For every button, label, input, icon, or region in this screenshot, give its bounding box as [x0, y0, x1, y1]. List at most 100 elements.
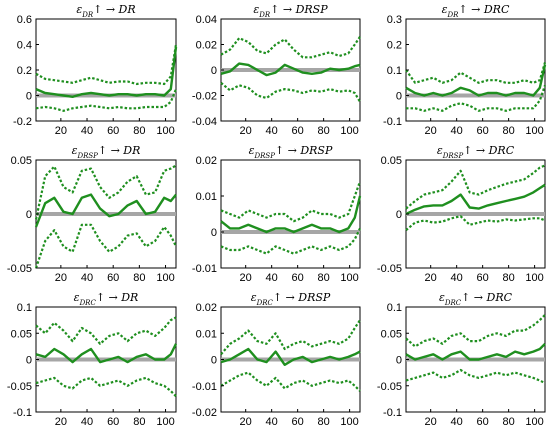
x-tick-label: 80 — [133, 416, 145, 428]
x-tick-label: 100 — [156, 272, 174, 284]
x-tick-label: 20 — [55, 416, 67, 428]
x-tick-label: 80 — [133, 272, 145, 284]
y-tick-label: 0.05 — [11, 155, 32, 167]
lower-band-line — [35, 88, 178, 112]
upper-band-line — [220, 181, 362, 223]
y-tick-label: 0 — [396, 355, 402, 367]
x-tick-label: 100 — [525, 125, 543, 137]
panel-4: 20 40 60 80 100 -0.05 0 0.05 εDRSP↑ → DR — [7, 144, 177, 284]
x-tick-label: 100 — [340, 272, 358, 284]
x-tick-label: 80 — [503, 125, 515, 137]
upper-band-line — [405, 164, 546, 210]
median-response-line — [405, 64, 547, 97]
plot-frame — [35, 18, 177, 122]
y-tick-label: 0 — [396, 209, 402, 221]
x-tick-label: 20 — [425, 125, 437, 137]
y-tick-label: 0.1 — [387, 65, 402, 77]
y-tick-label: 0 — [26, 355, 32, 367]
median-response-line — [220, 347, 361, 366]
y-tick-label: -0.05 — [377, 381, 402, 393]
plot-frame — [220, 159, 361, 269]
x-tick-label: 60 — [477, 272, 489, 284]
upper-band-line — [405, 62, 547, 84]
x-tick-label: 60 — [477, 125, 489, 137]
lower-band-line — [35, 376, 177, 398]
y-tick-label: 0.04 — [196, 14, 217, 26]
x-tick-label: 60 — [107, 416, 119, 428]
median-response-line — [35, 343, 178, 364]
x-tick-label: 40 — [81, 416, 93, 428]
y-tick-label: 0.2 — [17, 65, 32, 77]
y-tick-label: -0.1 — [383, 116, 402, 128]
y-tick-label: 0.3 — [387, 14, 402, 26]
plot-frame — [405, 18, 546, 122]
x-tick-label: 60 — [107, 125, 119, 137]
x-tick-label: 40 — [266, 125, 278, 137]
lower-band-line — [405, 368, 546, 385]
y-tick-label: 0.02 — [196, 40, 217, 52]
x-tick-label: 60 — [292, 125, 304, 137]
y-tick-label: 0.6 — [17, 14, 32, 26]
x-tick-label: 80 — [318, 416, 330, 428]
lower-band-line — [220, 227, 361, 255]
lower-band-line — [406, 84, 547, 112]
panel-title: εDRSP↑ → DRSP — [249, 144, 333, 160]
upper-band-line — [34, 164, 177, 220]
x-tick-label: 100 — [156, 416, 174, 428]
x-tick-label: 20 — [55, 125, 67, 137]
y-tick-label: 0 — [26, 209, 32, 221]
panel-title: εDR↑ → DRC — [442, 3, 510, 19]
upper-band-line — [405, 314, 546, 348]
y-tick-label: -0.02 — [192, 91, 217, 103]
x-tick-label: 40 — [81, 125, 93, 137]
x-tick-label: 40 — [266, 272, 278, 284]
x-tick-label: 60 — [477, 416, 489, 428]
panel-8: 20 40 60 80 100 -0.02 -0.01 0 0.01 0.02 εDRC↑ → DR… — [192, 291, 361, 428]
y-tick-label: 0 — [211, 227, 217, 239]
y-tick-label: 0.01 — [196, 328, 217, 340]
y-tick-label: 0.05 — [381, 155, 402, 167]
panel-7: 20 40 60 80 100 -0.1 -0.05 0 0.05 0.1 εDRC↑ → DR — [7, 291, 178, 428]
x-tick-label: 80 — [503, 416, 515, 428]
panel-title: εDRC↑ → DRC — [439, 291, 513, 307]
x-tick-label: 80 — [318, 125, 330, 137]
y-tick-label: -0.01 — [192, 381, 217, 393]
y-tick-label: -0.05 — [7, 381, 32, 393]
x-tick-label: 40 — [451, 272, 463, 284]
y-tick-label: 0.05 — [11, 328, 32, 340]
panel-title: εDR↑ → DR — [76, 3, 135, 19]
y-tick-label: 0 — [211, 65, 217, 77]
panel-title: εDRC↑ → DR — [74, 291, 139, 307]
median-response-line — [405, 342, 546, 361]
panel-6: 20 40 60 80 100 -0.05 0 0.05 εDRSP↑ → DRC — [377, 144, 546, 284]
y-tick-label: -0.05 — [7, 263, 32, 275]
panel-title: εDRSP↑ → DRC — [437, 144, 515, 160]
x-tick-label: 100 — [340, 416, 358, 428]
median-response-line — [220, 62, 361, 77]
panel-title: εDR↑ → DRSP — [253, 3, 328, 19]
panel-2: 20 40 60 80 100 -0.04 -0.02 0 0.02 0.04 εDR↑ → DRS… — [192, 3, 361, 137]
x-tick-label: 100 — [525, 416, 543, 428]
x-tick-label: 20 — [425, 272, 437, 284]
y-tick-label: -0.04 — [192, 116, 217, 128]
lower-band-line — [220, 371, 361, 392]
y-tick-label: 0.05 — [381, 328, 402, 340]
x-tick-label: 80 — [503, 272, 515, 284]
x-tick-label: 80 — [133, 125, 145, 137]
y-tick-label: -0.02 — [192, 407, 217, 419]
y-tick-label: -0.1 — [383, 407, 402, 419]
x-tick-label: 40 — [266, 416, 278, 428]
x-tick-label: 40 — [451, 125, 463, 137]
upper-band-line — [220, 319, 361, 356]
panel-title: εDRC↑ → DRSP — [251, 291, 331, 307]
y-tick-label: 0.02 — [196, 302, 217, 314]
y-tick-label: -0.01 — [192, 263, 217, 275]
x-tick-label: 100 — [156, 125, 174, 137]
y-tick-label: 0.4 — [17, 40, 32, 52]
y-tick-label: 0.01 — [196, 191, 217, 203]
x-tick-label: 80 — [318, 272, 330, 284]
x-tick-label: 20 — [55, 272, 67, 284]
x-tick-label: 20 — [240, 125, 252, 137]
x-tick-label: 40 — [451, 416, 463, 428]
